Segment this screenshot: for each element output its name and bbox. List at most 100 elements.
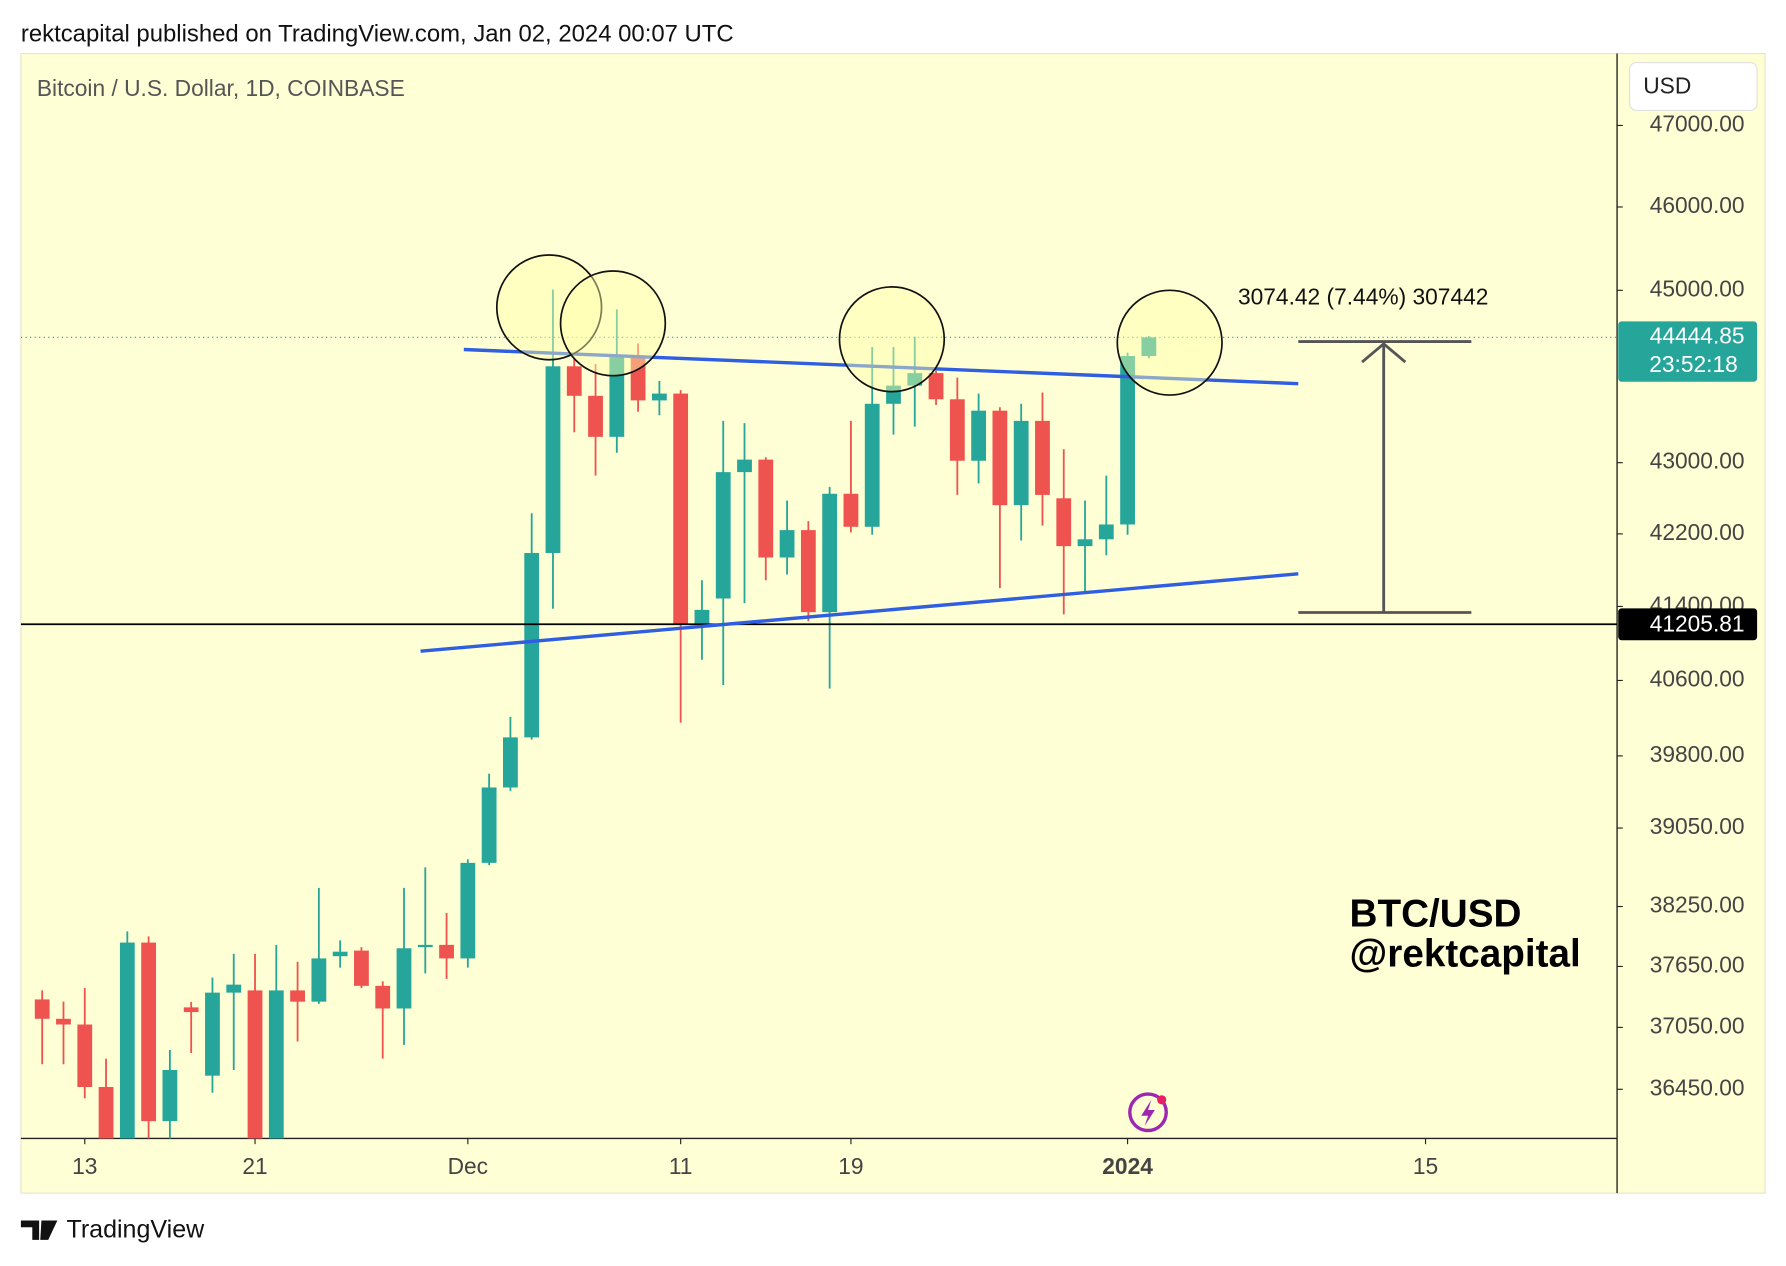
- footer: TradingView: [66, 1215, 205, 1243]
- candle-body: [524, 552, 540, 738]
- candle-body: [56, 1018, 71, 1025]
- candle-body: [460, 862, 476, 959]
- candle-body: [907, 373, 923, 386]
- y-tick-label: 39800.00: [1650, 741, 1745, 767]
- tv-logo: [41, 1221, 50, 1229]
- y-tick-label: 37650.00: [1650, 951, 1745, 977]
- y-tick-label: 45000.00: [1650, 275, 1745, 301]
- candle-body: [119, 942, 135, 1139]
- candle-body: [1077, 539, 1093, 547]
- x-tick-label: 2024: [1102, 1153, 1153, 1179]
- y-tick-label: 40600.00: [1650, 665, 1745, 691]
- plot-area: [20, 289, 1618, 1139]
- candle-body: [417, 944, 433, 948]
- candle-body: [822, 493, 838, 613]
- candle-body: [311, 958, 327, 1002]
- candle-body: [609, 357, 625, 437]
- countdown-label: 23:52:18: [1649, 351, 1738, 377]
- highlight-circle: [495, 254, 603, 361]
- candle-body: [588, 395, 603, 437]
- y-tick-label: 42200.00: [1650, 519, 1745, 545]
- y-tick-label: 43000.00: [1650, 448, 1745, 474]
- candle-body: [162, 1069, 178, 1122]
- event-icon[interactable]: [1128, 1092, 1168, 1133]
- chart-panel: [20, 52, 1766, 1194]
- y-tick-label: 47000.00: [1650, 110, 1745, 136]
- candle-body: [651, 393, 667, 401]
- measure-label: 3074.42 (7.44%) 307442: [1238, 283, 1488, 309]
- event-icon-dot: [1157, 1095, 1167, 1105]
- candle-body: [1120, 356, 1135, 525]
- candle-body: [545, 366, 561, 553]
- candle-body: [928, 373, 944, 400]
- candle-body: [1141, 337, 1157, 357]
- candle-body: [864, 403, 880, 527]
- header: rektcapital published on TradingView.com…: [21, 21, 734, 48]
- candle-body: [694, 609, 710, 624]
- highlight-circle: [838, 286, 946, 393]
- candle-body: [779, 530, 795, 558]
- y-tick-label: 39050.00: [1650, 813, 1745, 839]
- y-tick-label: 37050.00: [1650, 1012, 1745, 1038]
- candle-body: [375, 985, 391, 1009]
- candle-body: [439, 944, 454, 959]
- highlight-circle: [1116, 289, 1223, 396]
- x-tick-label: 13: [72, 1153, 97, 1179]
- candle-body: [247, 990, 263, 1139]
- y-tick-label: 46000.00: [1650, 192, 1745, 218]
- currency-button[interactable]: [1629, 62, 1758, 112]
- watermark: @rektcapital: [1350, 933, 1581, 976]
- candle-body: [481, 787, 497, 863]
- candle-body: [1056, 498, 1072, 547]
- symbol-label: Bitcoin / U.S. Dollar, 1D, COINBASE: [37, 75, 405, 101]
- last-price-label: 44444.85: [1650, 322, 1745, 348]
- axis-labels: 36450.00 37050.00 37650.00 38250.00 39050.00…: [72, 110, 1758, 1179]
- highlight-circle: [559, 270, 667, 377]
- currency-label: USD: [1643, 73, 1691, 99]
- candle-body: [290, 990, 305, 1002]
- candle-body: [800, 530, 816, 613]
- drawings: 3074.42 (7.44%) 307442 BTC/USD @rektcapi…: [420, 254, 1581, 1133]
- candle-body: [332, 951, 348, 957]
- candle-body: [1098, 524, 1114, 540]
- trend-line: [463, 347, 1299, 386]
- candle-body: [34, 999, 50, 1019]
- candle-body: [141, 942, 157, 1122]
- candle-body: [354, 950, 369, 986]
- y-tick-label: 36450.00: [1650, 1074, 1745, 1100]
- measure-arrow: [1361, 341, 1407, 364]
- watermark: BTC/USD: [1350, 893, 1522, 936]
- candle-body: [758, 459, 774, 558]
- candle-body: [843, 493, 859, 527]
- candle-body: [1013, 420, 1029, 506]
- horizontal-line-tag: [1618, 608, 1758, 641]
- candle-body: [971, 410, 987, 461]
- candle-body: [396, 948, 412, 1009]
- candle-body: [183, 1007, 199, 1013]
- candle-body: [992, 410, 1008, 506]
- last-price-tag: [1618, 321, 1758, 382]
- x-tick-label: Dec: [448, 1153, 488, 1179]
- trend-line: [420, 572, 1299, 653]
- candle-body: [268, 990, 284, 1139]
- x-tick-label: 11: [669, 1153, 693, 1179]
- candle-body: [715, 472, 731, 599]
- candle-body: [949, 399, 965, 461]
- candle-body: [77, 1024, 93, 1087]
- footer-logo: [20, 1220, 58, 1240]
- candle-body: [503, 737, 518, 788]
- candle-body: [205, 992, 220, 1076]
- candle-body: [566, 366, 582, 396]
- y-tick-label: 38250.00: [1650, 892, 1745, 918]
- x-tick-label: 15: [1413, 1153, 1438, 1179]
- candle-body: [226, 984, 242, 993]
- event-icon-bolt: [1141, 1099, 1155, 1126]
- candle-body: [737, 459, 752, 473]
- candle-body: [1035, 420, 1050, 495]
- horizontal-line-label: 41205.81: [1650, 610, 1745, 636]
- x-tick-label: 19: [838, 1153, 863, 1179]
- candle-body: [98, 1086, 114, 1139]
- x-tick-label: 21: [242, 1153, 267, 1179]
- candle-body: [673, 393, 689, 624]
